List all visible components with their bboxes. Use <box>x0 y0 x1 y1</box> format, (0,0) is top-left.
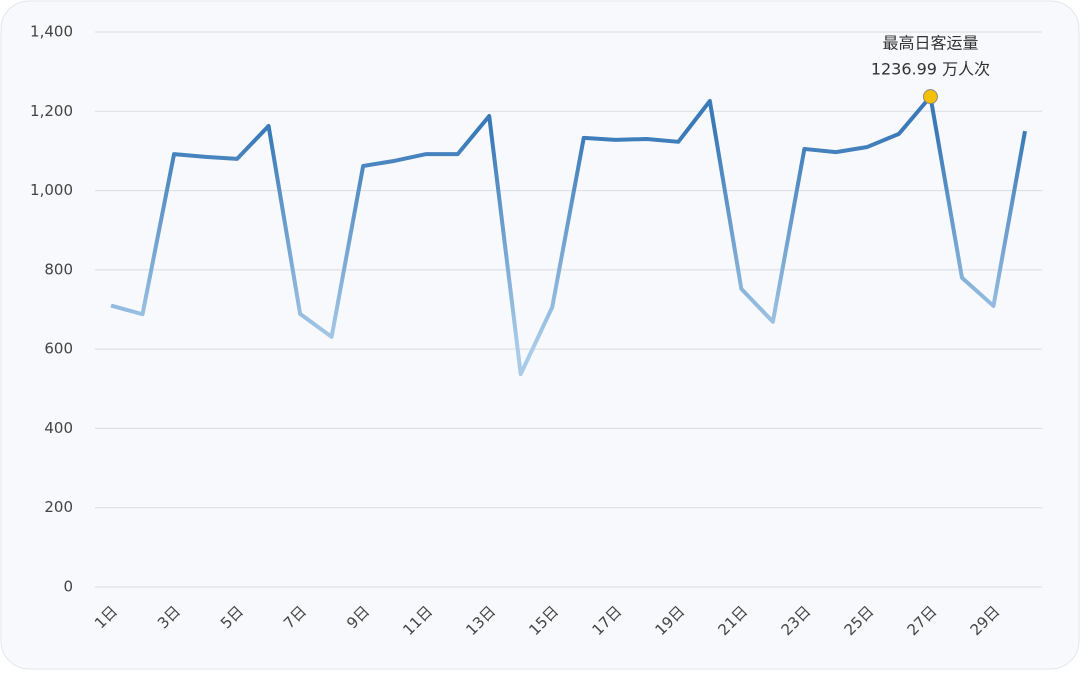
data-line <box>110 94 1027 377</box>
annotation-label: 1236.99 万人次 <box>871 60 990 79</box>
peak-marker <box>922 89 938 105</box>
y-tick-label: 200 <box>44 498 73 516</box>
annotation-title: 最高日客运量 <box>882 34 978 53</box>
y-tick-label: 1,400 <box>30 23 73 41</box>
y-tick-label: 600 <box>44 340 73 358</box>
y-tick-label: 1,000 <box>30 181 73 199</box>
y-tick-label: 400 <box>44 419 73 437</box>
y-tick-label: 800 <box>44 260 73 278</box>
y-tick-label: 0 <box>63 578 73 596</box>
y-tick-label: 1,200 <box>30 102 73 120</box>
